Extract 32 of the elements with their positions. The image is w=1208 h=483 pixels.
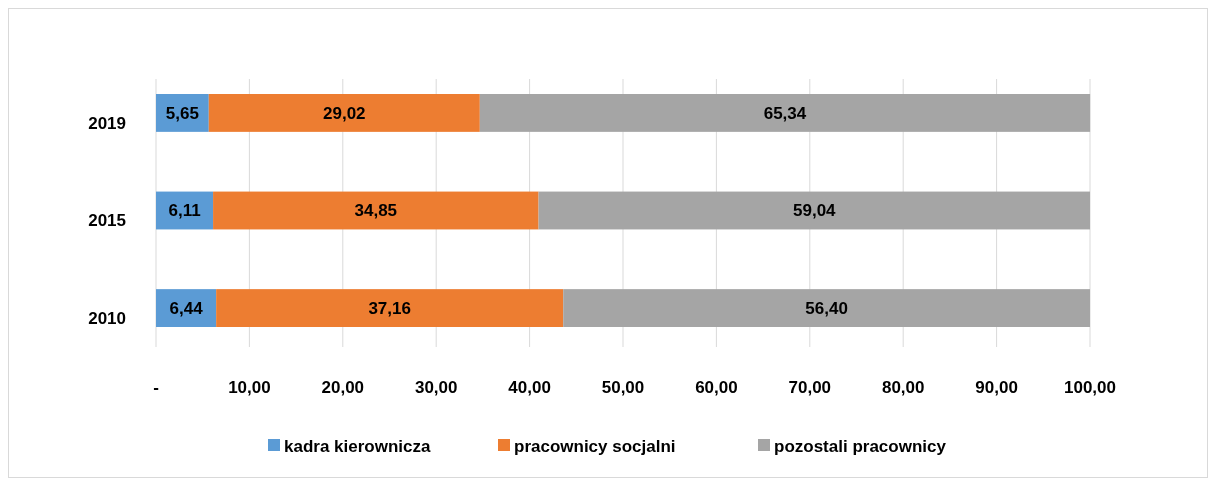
x-tick-label: 20,00 [321, 378, 365, 397]
data-label: 65,34 [763, 103, 807, 123]
x-tick-label: 70,00 [788, 378, 832, 397]
x-tick-label: - [153, 378, 159, 397]
data-label: 6,11 [168, 201, 201, 221]
data-label: 56,40 [805, 299, 848, 319]
bar [538, 191, 1090, 230]
data-label: 5,65 [165, 103, 199, 123]
x-tick-label: 40,00 [508, 378, 551, 397]
bar [216, 289, 564, 327]
y-tick-label: 2010 [88, 309, 126, 329]
x-tick-label: 50,00 [601, 378, 645, 397]
x-tick-label: 30,00 [414, 378, 458, 397]
y-tick-label: 2019 [88, 113, 126, 133]
y-tick-label: 2015 [88, 211, 126, 231]
x-tick-label: 80,00 [881, 378, 925, 397]
legend-label: pozostali pracownicy [774, 436, 947, 456]
x-tick-label: 100,00 [1064, 378, 1116, 397]
data-label: 29,02 [323, 103, 366, 123]
x-tick-label: 60,00 [695, 378, 738, 397]
bar [563, 289, 1090, 327]
legend-label: kadra kierownicza [284, 436, 431, 456]
data-label: 37,16 [368, 299, 411, 319]
data-label: 6,44 [169, 299, 204, 319]
bar [479, 94, 1091, 132]
data-label: 34,85 [354, 201, 398, 221]
legend-label: pracownicy socjalni [514, 436, 676, 456]
bar [213, 191, 539, 230]
x-tick-label: 90,00 [975, 378, 1018, 397]
bar [208, 94, 480, 132]
x-tick-label: 10,00 [228, 378, 271, 397]
data-label: 59,04 [793, 201, 837, 221]
